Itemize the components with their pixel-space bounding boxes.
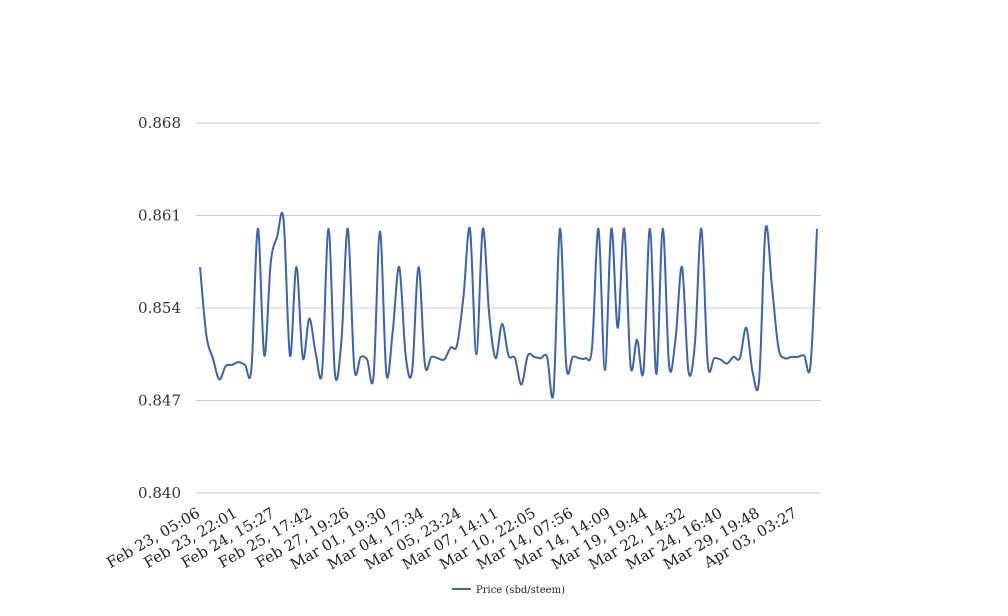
y-tick-label: 0.861 — [138, 207, 181, 225]
y-tick-label: 0.840 — [138, 484, 181, 502]
y-tick-label: 0.847 — [138, 392, 181, 410]
series-line-price — [199, 211, 818, 399]
y-axis-tick-labels: 0.840 0.847 0.854 0.861 0.868 — [138, 114, 181, 502]
series-lines — [199, 211, 818, 399]
gridlines — [196, 122, 821, 494]
y-tick-label: 0.868 — [138, 114, 181, 132]
y-tick-label: 0.854 — [138, 299, 181, 317]
legend-label-price: Price (sbd/steem) — [476, 585, 565, 596]
legend: Price (sbd/steem) — [452, 585, 565, 596]
